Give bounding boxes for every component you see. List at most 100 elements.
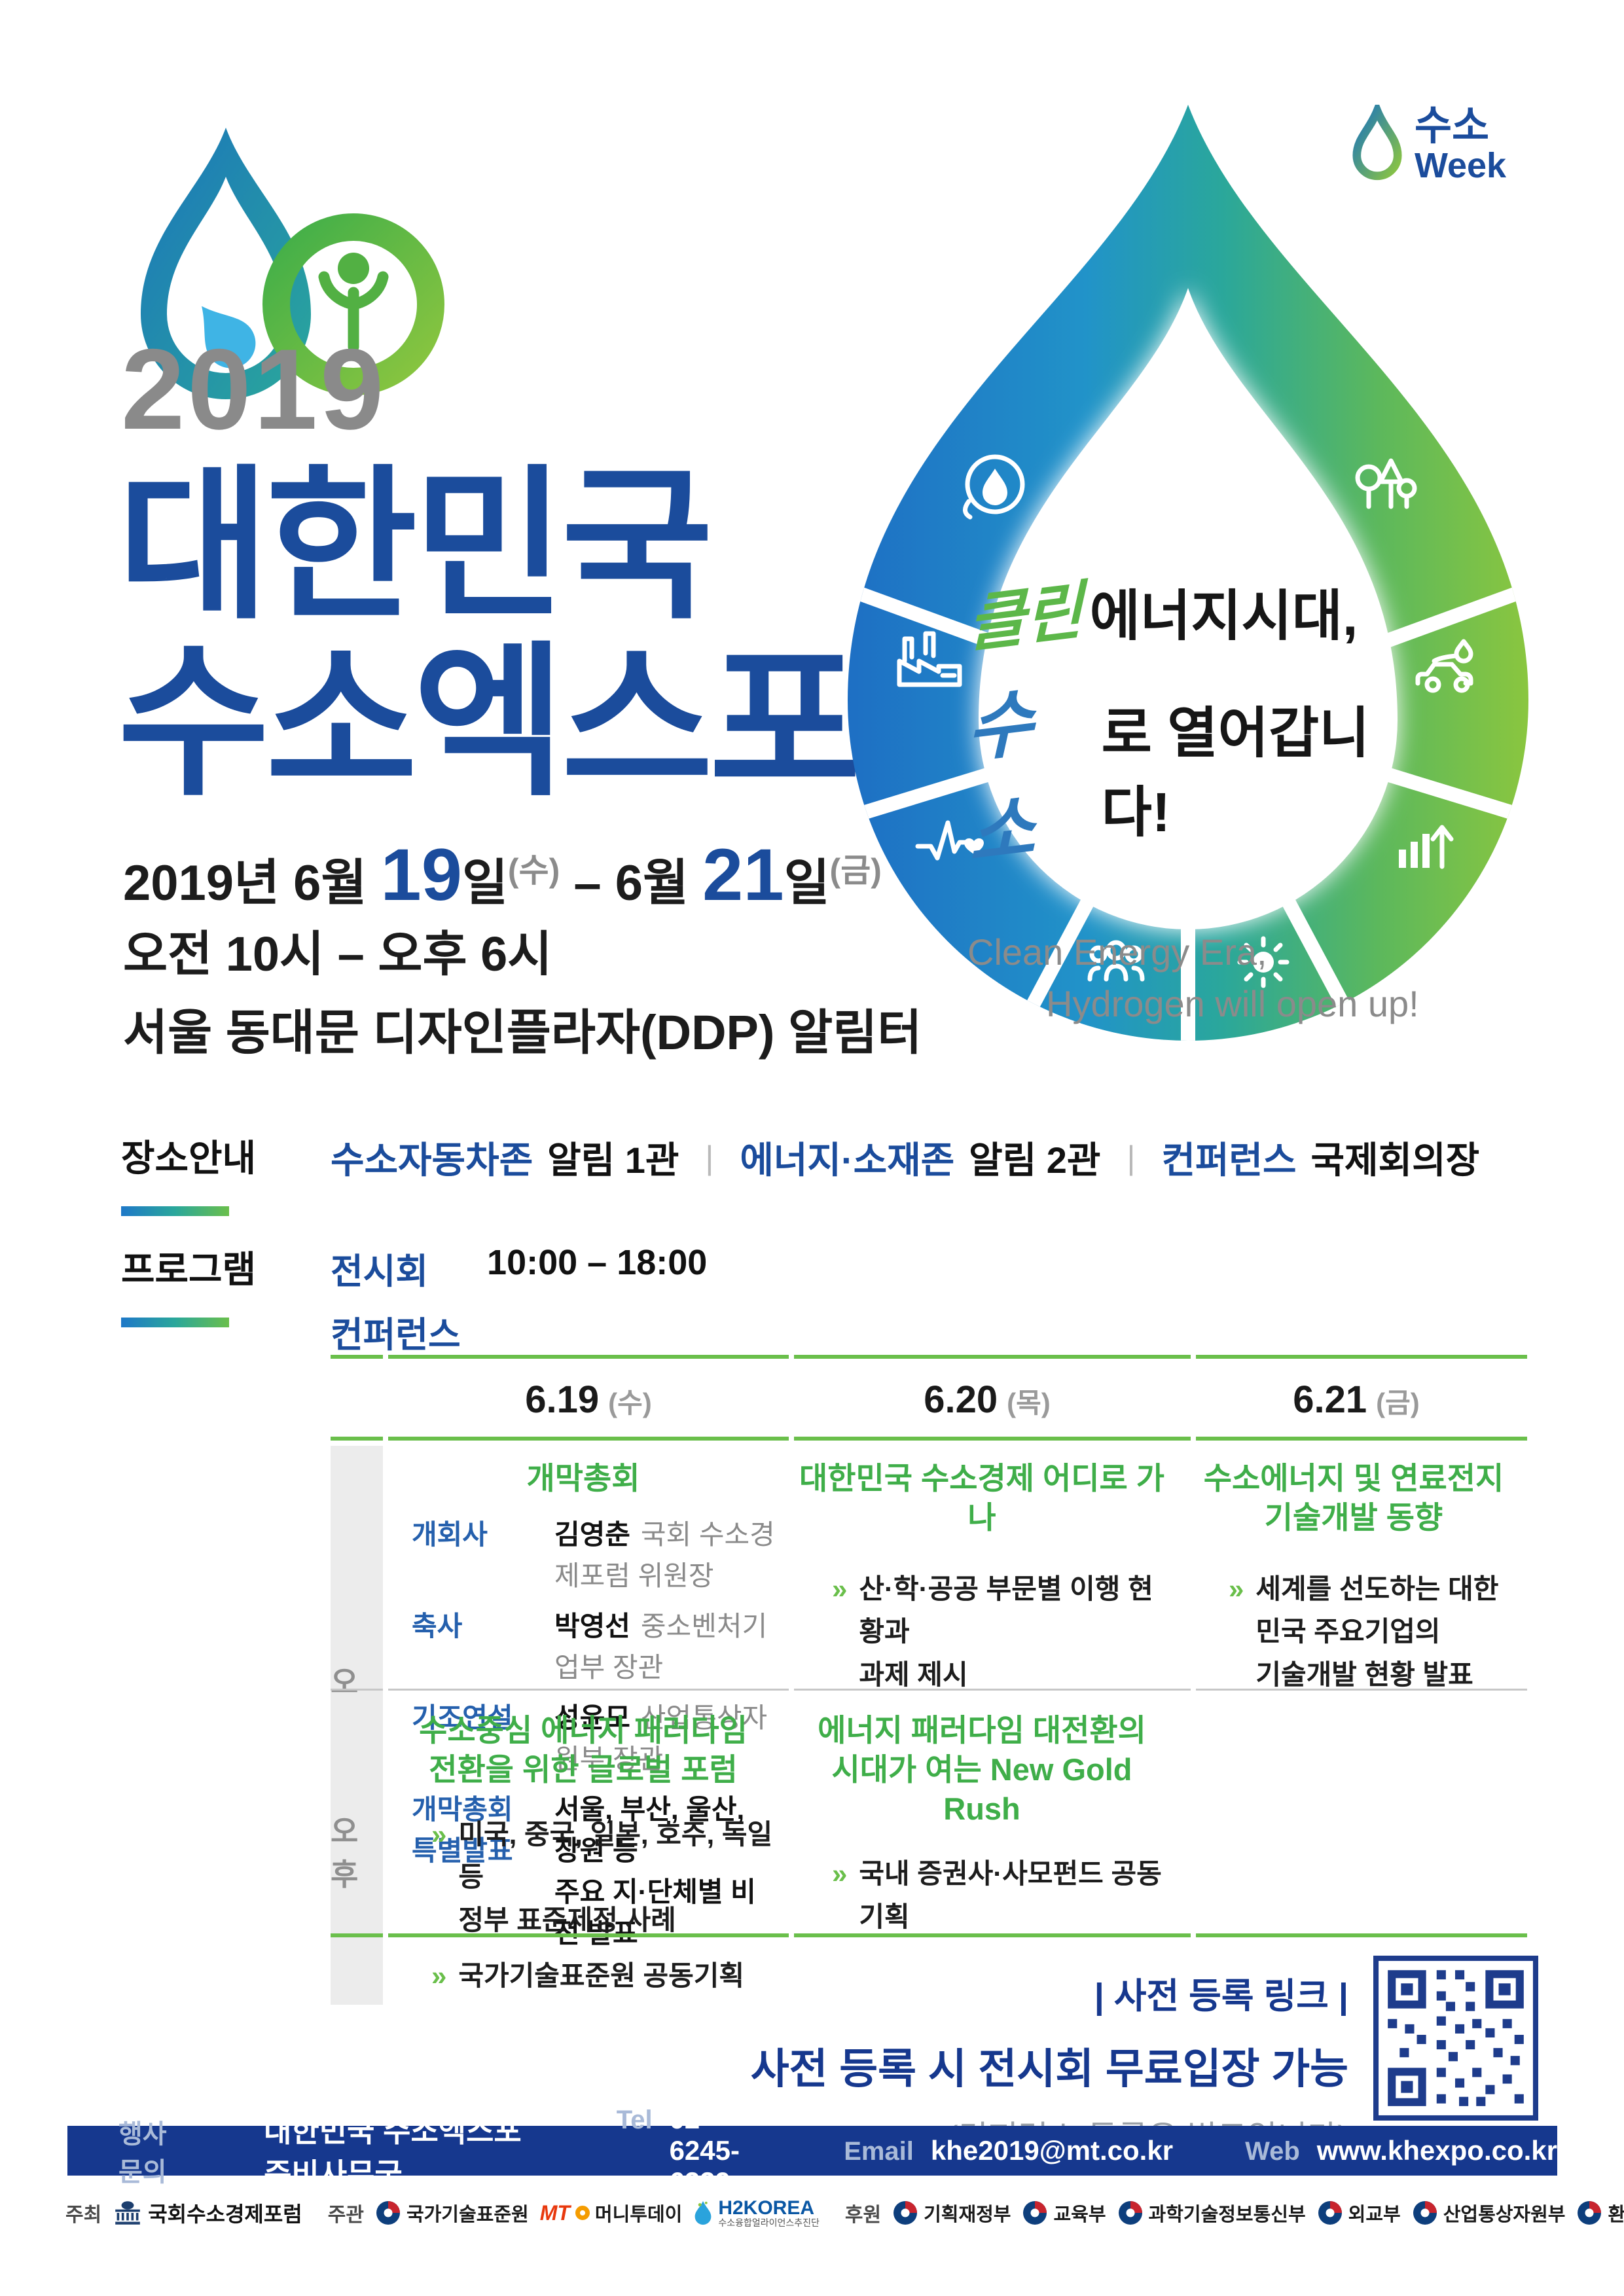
supporter-2-name: 교육부: [1053, 2204, 1106, 2225]
day-header-2: 6.20 (목): [789, 1378, 1185, 1422]
opening-row-2: 축사 박영선 중소벤처기업부 장관: [412, 1605, 777, 1688]
program-section-label: 프로그램: [121, 1249, 257, 1290]
day-header-3: 6.21 (금): [1185, 1378, 1527, 1422]
divider: |: [705, 1139, 714, 1176]
email-label: Email: [844, 2137, 914, 2166]
registration-qr-code: [1373, 1956, 1538, 2121]
hall-1: 알림 1관: [547, 1139, 679, 1181]
gold-rush-detail: 국내 증권사·사모펀드 공동기획: [859, 1858, 1162, 1932]
supporter-label: 후원: [844, 2204, 882, 2226]
poster-title-line2: 수소엑스포: [118, 630, 861, 815]
day3-date: 6.21: [1293, 1378, 1367, 1421]
drop-center: [979, 288, 1398, 929]
slogan-line2-rest: 로 열어갑니다!: [1101, 702, 1370, 843]
global-forum-title: 수소중심 에너지 패러다임 전환을 위한 글로벌 포럼: [419, 1713, 748, 1787]
afternoon-col1: 수소중심 에너지 패러다임 전환을 위한 글로벌 포럼 » 미국, 중국, 일본…: [383, 1693, 784, 2010]
supporter-3-name: 과학기술정보통신부: [1148, 2204, 1306, 2225]
conference-schedule-table: 6.19 (수) 6.20 (목) 6.21 (금) 오전 개막총회 개회사 김영춘국…: [331, 1355, 1527, 2005]
organizer-label: 주관: [327, 2204, 364, 2226]
table-bottom-line: [331, 1933, 1527, 1937]
organizer-3-name: H2KOREA: [718, 2197, 815, 2219]
program-section-underline: [121, 1318, 229, 1327]
speaker-2-title: 중소벤처기업부 장관: [554, 1611, 768, 1683]
supporter-5-name: 산업통상자원부: [1443, 2204, 1566, 2225]
day2-session-detail: 산·학·공공 부문별 이행 현황과 과제 제시: [859, 1573, 1153, 1690]
day2-week: (목): [1007, 1387, 1051, 1418]
role-4: 개막총회 특별발표: [412, 1794, 513, 1867]
hall-2: 알림 2관: [969, 1139, 1101, 1181]
contact-tel: Tel 02-6245-6339: [617, 2104, 772, 2198]
exhibition-time: 10:00 – 18:00: [487, 1243, 708, 1282]
venue-zones: 수소자동차존 알림 1관 | 에너지·소재존 알림 2관 | 컨퍼런스 국제회의…: [331, 1131, 1479, 1184]
gold-rush-title: 에너지 패러다임 대전환의 시대가 여는 New Gold Rush: [818, 1713, 1146, 1827]
organizer-2-name: 머니투데이: [594, 2204, 683, 2225]
supporter-6-name: 환경부: [1608, 2204, 1624, 2225]
supporter-item-6: 환경부: [1576, 2199, 1624, 2227]
morning-col1: 개막총회 개회사 김영춘 국회 수소경제포럼 위원장 축사 박영선 중소벤처기업부 …: [383, 1441, 784, 1963]
gov-seal-icon: [1413, 2201, 1437, 2225]
sponsors-row: 주최 국회수소경제포럼 주관 국가기술표준원 MT 머니투데이 H2KOREA: [65, 2185, 1624, 2241]
web-label: Web: [1245, 2137, 1300, 2166]
table-header-line: [331, 1437, 1527, 1441]
expo-logo: [141, 128, 444, 399]
speaker-3-title: 산업통상자원부 장관: [554, 1702, 768, 1775]
host-item: 국회수소경제포럼: [113, 2198, 302, 2228]
day1-date: 6.19: [525, 1378, 600, 1421]
week-badge-line1: 수소: [1415, 103, 1490, 149]
slogan-en-line2: Hydrogen will open up!: [1046, 983, 1419, 1024]
divider: |: [1127, 1139, 1136, 1176]
web-value: www.khexpo.co.kr: [1316, 2135, 1557, 2166]
assembly-icon: [115, 2201, 141, 2225]
table-top-line: [331, 1355, 1527, 1359]
supporter-item-2: 교육부: [1022, 2199, 1106, 2227]
speaker-2: 박영선: [554, 1611, 630, 1642]
afternoon-label: 오후: [331, 1698, 383, 2005]
day2-session-title: 대한민국 수소경제 어디로 가나: [799, 1461, 1165, 1535]
gov-seal-icon: [893, 2201, 918, 2225]
slogan: 클린 에너지시대, 수소 로 열어갑니다! Clean Energy Era, …: [966, 566, 1426, 1025]
hall-3: 국제회의장: [1310, 1139, 1480, 1181]
gov-seal-icon: [1318, 2201, 1342, 2225]
mt-ring-icon: [575, 2206, 590, 2220]
contact-office: 대한민국 수소엑스포 준비사무국: [264, 2114, 522, 2191]
hydrogen-drop-graphic: [848, 105, 1528, 1041]
health-pulse-icon: [915, 820, 984, 861]
supporter-item-4: 외교부: [1317, 2199, 1401, 2227]
poster-title-line1: 대한민국: [118, 454, 713, 638]
opening-assembly-title: 개막총회: [526, 1461, 640, 1496]
factory-icon: [897, 631, 962, 687]
speaker-1: 김영춘: [554, 1519, 630, 1551]
bullet-marker: »: [431, 1819, 447, 1850]
supporter-item-3: 과학기술정보통신부: [1117, 2199, 1306, 2227]
contact-email: Email khe2019@mt.co.kr: [844, 2135, 1173, 2166]
bullet-marker: »: [832, 1573, 848, 1605]
organizer-item-2: MT 머니투데이: [540, 2199, 683, 2227]
organizer-1-name: 국가기술표준원: [406, 2204, 529, 2225]
slogan-line1-rest: 에너지시대,: [1089, 585, 1358, 647]
day2-session-bullet: » 산·학·공공 부문별 이행 현황과 과제 제시: [832, 1568, 1174, 1695]
contact-web: Web www.khexpo.co.kr: [1245, 2135, 1557, 2166]
global-forum-detail-2: 국가기술표준원 공동기획: [458, 1960, 745, 1991]
gov-seal-icon: [1023, 2201, 1047, 2225]
global-forum-detail-1: 미국, 중국, 일본, 호주, 독일 등 정부 표준제정 사례: [458, 1819, 773, 1935]
role-3: 기조연설: [412, 1702, 513, 1734]
event-year: 2019: [121, 326, 387, 454]
date-day1-week: (수): [507, 852, 560, 889]
email-value: khe2019@mt.co.kr: [930, 2135, 1174, 2166]
day2-date: 6.20: [924, 1378, 998, 1421]
venue-section-label: 장소안내: [121, 1138, 257, 1179]
slogan-clean: 클린: [967, 575, 1084, 660]
tel-value: 02-6245-6339: [669, 2104, 740, 2197]
growth-chart-icon: [1399, 825, 1454, 869]
date-day1: 19: [380, 834, 462, 916]
date-prefix: 2019년 6월: [123, 855, 381, 911]
day3-session-title: 수소에너지 및 연료전지 기술개발 동향: [1203, 1461, 1504, 1535]
event-hours: 오전 10시 – 오후 6시: [123, 927, 552, 981]
poster-title: 대한민국 수소엑스포: [118, 454, 861, 815]
day3-session-detail: 세계를 선도하는 대한민국 주요기업의 기술개발 현황 발표: [1255, 1573, 1499, 1690]
role-1: 개회사: [412, 1519, 488, 1551]
speaker-3: 성윤모: [554, 1702, 630, 1734]
sun-icon: [1237, 936, 1290, 988]
people-icon: [1087, 940, 1145, 982]
